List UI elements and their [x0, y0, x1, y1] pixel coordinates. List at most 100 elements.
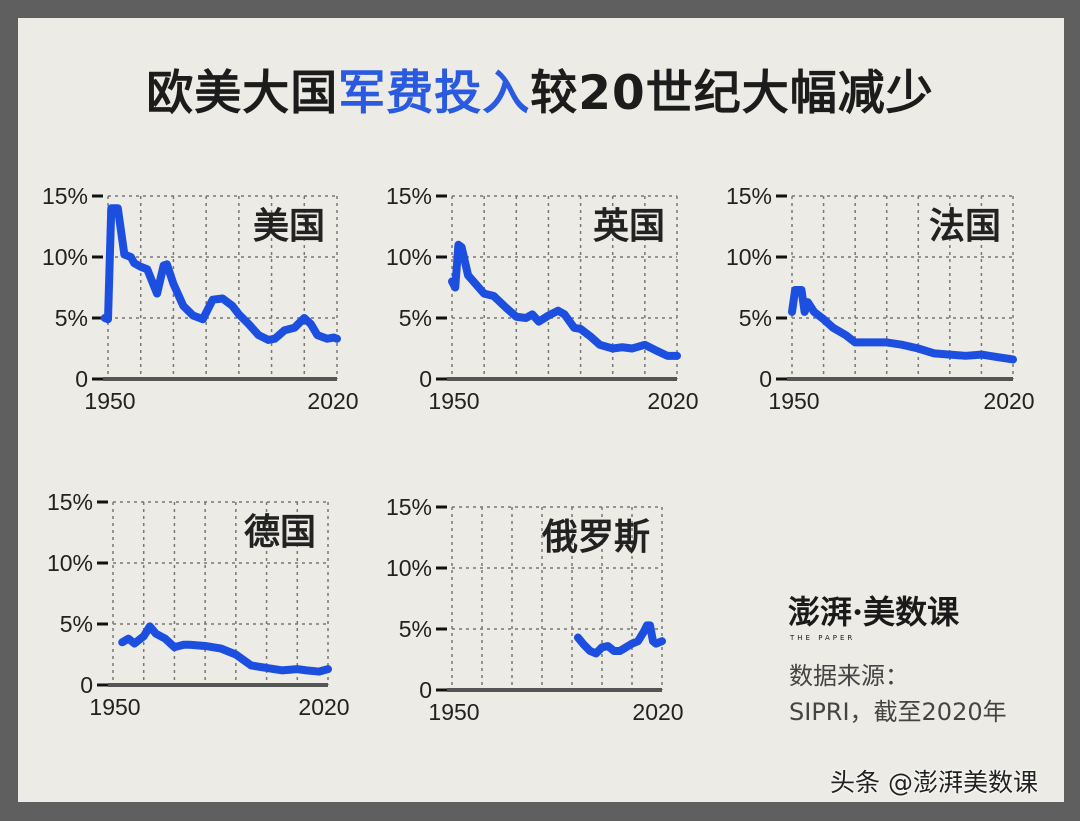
data-point [245, 320, 253, 328]
data-point [899, 341, 906, 349]
chart-title: 英国 [593, 206, 665, 247]
x-tick-label: 1950 [89, 694, 140, 720]
data-point [217, 644, 224, 652]
data-point [658, 637, 666, 645]
y-tick-label: 0 [419, 677, 432, 703]
x-tick-label: 2020 [983, 388, 1034, 414]
data-point [586, 647, 594, 655]
data-point [663, 352, 671, 360]
y-tick-label: 15% [726, 183, 772, 209]
data-point [561, 310, 568, 318]
paper-background [18, 18, 1064, 802]
chart-panel-4: 0 5% 10% 15% 1950 2020 俄罗斯 [386, 494, 684, 725]
y-tick-label: 0 [759, 366, 772, 392]
data-point [228, 302, 236, 310]
data-point [652, 640, 660, 648]
data-point [169, 280, 177, 288]
y-tick-label: 15% [386, 183, 432, 209]
data-point [914, 345, 922, 352]
data-point [618, 343, 626, 351]
y-tick-label: 0 [419, 366, 432, 392]
data-point [254, 331, 262, 339]
y-tick-label: 5% [399, 305, 432, 331]
chart-title: 美国 [253, 206, 325, 247]
data-point [201, 642, 209, 650]
data-point [609, 345, 617, 352]
data-point [791, 286, 799, 294]
y-tick-label: 10% [47, 550, 93, 576]
data-point [574, 634, 582, 642]
data-point [163, 260, 171, 268]
data-point [544, 312, 552, 320]
data-point [628, 640, 636, 648]
data-point [1009, 355, 1017, 363]
data-point [801, 308, 809, 316]
data-point [528, 310, 536, 318]
x-tick-label: 2020 [298, 694, 349, 720]
data-point [146, 622, 154, 630]
chart-panel-3: 0 5% 10% 15% 1950 2020 德国 [47, 489, 350, 720]
data-point [104, 315, 112, 323]
data-point [577, 325, 585, 333]
x-tick-label: 1950 [84, 388, 135, 414]
series-line [788, 285, 1017, 364]
source-line2: SIPRI，截至2020年 [789, 698, 1007, 726]
y-tick-label: 0 [80, 672, 93, 698]
logo-subtext: THE PAPER [790, 634, 856, 642]
data-point [867, 338, 875, 346]
data-point [804, 298, 812, 306]
source-line1: 数据来源： [789, 662, 909, 690]
data-point [189, 312, 197, 320]
data-point [107, 204, 115, 212]
title-highlight: 军费投入 [338, 66, 531, 121]
data-point [143, 265, 151, 273]
data-point [300, 314, 308, 322]
chart-title: 德国 [244, 512, 316, 553]
y-tick-label: 15% [47, 489, 93, 515]
data-point [235, 310, 243, 318]
data-point [797, 286, 805, 294]
data-point [930, 349, 938, 357]
logo: 澎湃·美数课 [788, 593, 960, 631]
data-point [290, 324, 298, 332]
data-point [977, 351, 985, 359]
data-point [451, 284, 459, 291]
data-point [646, 621, 654, 629]
data-point [271, 335, 279, 343]
x-tick-label: 2020 [307, 388, 358, 414]
data-point [634, 637, 642, 645]
data-point [263, 664, 271, 672]
data-point [592, 649, 600, 657]
data-point [883, 338, 891, 346]
data-point [293, 665, 301, 673]
y-tick-label: 5% [60, 611, 93, 637]
y-tick-label: 5% [55, 305, 88, 331]
data-point [127, 253, 135, 261]
data-point [810, 308, 818, 316]
data-point [307, 320, 315, 328]
data-point [512, 313, 520, 321]
data-point [586, 332, 594, 340]
data-point [535, 318, 543, 326]
y-tick-label: 10% [726, 244, 772, 270]
data-point [131, 640, 138, 648]
data-point [179, 302, 187, 310]
x-tick-label: 1950 [768, 388, 819, 414]
data-point [580, 641, 588, 649]
data-point [673, 352, 681, 360]
data-point [820, 315, 828, 323]
data-point [570, 324, 578, 332]
y-tick-label: 15% [42, 183, 88, 209]
data-point [247, 661, 255, 669]
data-point [610, 647, 618, 655]
data-point [153, 290, 161, 298]
data-point [170, 643, 178, 651]
data-point [124, 635, 132, 643]
y-tick-label: 10% [386, 244, 432, 270]
y-tick-label: 5% [739, 305, 772, 331]
y-tick-label: 10% [42, 244, 88, 270]
title-part1: 欧美大国 [146, 66, 339, 121]
y-tick-label: 5% [399, 616, 432, 642]
chart-title: 法国 [929, 206, 1001, 247]
